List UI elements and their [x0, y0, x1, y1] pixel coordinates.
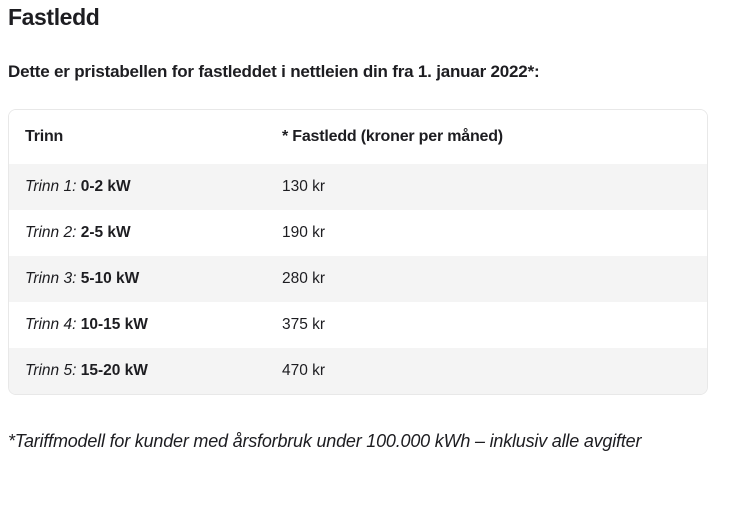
column-header-price: * Fastledd (kroner per måned): [266, 110, 707, 164]
step-range: 10-15 kW: [80, 316, 148, 333]
step-label: Trinn 5:: [25, 362, 77, 379]
table-row: Trinn 4: 10-15 kW 375 kr: [9, 302, 707, 348]
step-range: 15-20 kW: [80, 362, 148, 379]
intro-text: Dette er pristabellen for fastleddet i n…: [8, 62, 540, 81]
step-range: 5-10 kW: [80, 270, 140, 287]
step-label: Trinn 2:: [25, 224, 77, 241]
table-header-row: Trinn * Fastledd (kroner per måned): [9, 110, 707, 164]
price-cell: 470 kr: [282, 362, 326, 379]
price-cell: 280 kr: [282, 270, 326, 287]
price-cell: 190 kr: [282, 224, 326, 241]
price-table: Trinn * Fastledd (kroner per måned) Trin…: [9, 110, 707, 394]
table-row: Trinn 2: 2-5 kW 190 kr: [9, 210, 707, 256]
step-range: 2-5 kW: [80, 224, 131, 241]
step-label: Trinn 3:: [25, 270, 77, 287]
price-table-container: Trinn * Fastledd (kroner per måned) Trin…: [8, 109, 708, 395]
step-cell: Trinn 5: 15-20 kW: [9, 348, 266, 394]
step-cell: Trinn 3: 5-10 kW: [9, 256, 266, 302]
step-cell: Trinn 1: 0-2 kW: [9, 164, 266, 210]
table-row: Trinn 3: 5-10 kW 280 kr: [9, 256, 707, 302]
table-row: Trinn 5: 15-20 kW 470 kr: [9, 348, 707, 394]
page-title: Fastledd: [8, 4, 100, 30]
price-cell: 130 kr: [282, 178, 326, 195]
table-row: Trinn 1: 0-2 kW 130 kr: [9, 164, 707, 210]
column-header-step: Trinn: [9, 110, 266, 164]
fastledd-section: Fastledd Dette er pristabellen for fastl…: [8, 4, 708, 451]
step-range: 0-2 kW: [80, 178, 131, 195]
step-cell: Trinn 4: 10-15 kW: [9, 302, 266, 348]
step-cell: Trinn 2: 2-5 kW: [9, 210, 266, 256]
step-label: Trinn 4:: [25, 316, 77, 333]
step-label: Trinn 1:: [25, 178, 77, 195]
price-cell: 375 kr: [282, 316, 326, 333]
tariff-footnote: *Tariffmodell for kunder med årsforbruk …: [8, 431, 642, 451]
